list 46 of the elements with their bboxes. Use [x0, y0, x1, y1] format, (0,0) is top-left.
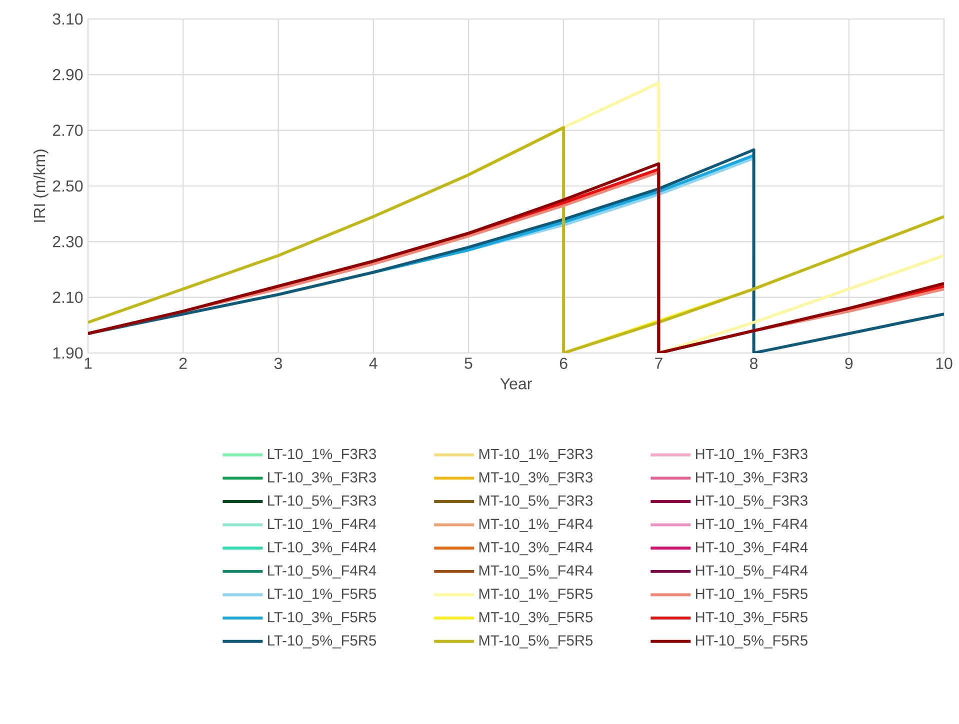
legend-label: LT-10_3%_F4R4 — [268, 542, 376, 556]
legend-label: MT-10_1%_F5R5 — [479, 588, 593, 602]
legend-label: LT-10_3%_F3R3 — [268, 472, 376, 486]
legend-label: HT-10_1%_F3R3 — [696, 448, 808, 462]
x-tick-label: 4 — [369, 358, 378, 369]
x-tick-label: 5 — [464, 358, 472, 369]
legend-label: MT-10_5%_F5R5 — [479, 635, 593, 648]
y-tick-label: 3.10 — [52, 13, 83, 25]
legend-label: MT-10_1%_F3R3 — [479, 448, 593, 462]
x-tick-label: 3 — [274, 358, 282, 370]
x-tick-label: 6 — [560, 358, 568, 370]
legend-label: HT-10_1%_F4R4 — [696, 518, 808, 532]
x-tick-label: 8 — [750, 358, 758, 370]
x-tick-label: 1 — [84, 358, 92, 369]
y-tick-label: 2.70 — [52, 124, 83, 136]
x-tick-label: 2 — [179, 358, 187, 369]
legend-label: HT-10_3%_F3R3 — [696, 472, 808, 486]
legend-label: MT-10_1%_F4R4 — [479, 518, 593, 532]
legend-label: MT-10_3%_F5R5 — [479, 612, 593, 626]
x-tick-label: 7 — [655, 358, 662, 369]
x-tick-label: 9 — [845, 358, 853, 370]
legend-label: LT-10_3%_F5R5 — [268, 612, 376, 626]
y-tick-label: 2.30 — [52, 236, 83, 248]
x-tick-label: 10 — [936, 358, 952, 370]
legend-label: LT-10_5%_F4R4 — [268, 565, 376, 578]
legend-label: MT-10_3%_F4R4 — [479, 542, 593, 556]
legend-label: HT-10_1%_F5R5 — [696, 588, 808, 602]
legend-label: HT-10_5%_F5R5 — [696, 635, 808, 648]
legend-label: LT-10_1%_F3R3 — [268, 448, 376, 462]
legend-label: LT-10_1%_F4R4 — [268, 518, 376, 532]
legend-label: HT-10_5%_F4R4 — [696, 565, 808, 578]
legend-label: LT-10_5%_F5R5 — [268, 635, 376, 648]
legend-label: MT-10_5%_F3R3 — [479, 495, 593, 509]
y-axis-title: IRI (m/km) — [33, 150, 48, 222]
y-tick-label: 2.90 — [52, 69, 83, 80]
legend-label: LT-10_5%_F3R3 — [268, 495, 376, 509]
legend-label: MT-10_5%_F4R4 — [479, 565, 593, 578]
y-tick-label: 1.90 — [53, 347, 83, 359]
y-tick-label: 2.10 — [52, 292, 83, 303]
legend-label: HT-10_3%_F5R5 — [696, 612, 808, 626]
legend-label: HT-10_3%_F4R4 — [696, 542, 808, 556]
y-tick-label: 2.50 — [52, 180, 83, 192]
legend-label: MT-10_3%_F3R3 — [479, 472, 593, 486]
legend-label: LT-10_1%_F5R5 — [268, 588, 376, 602]
x-axis-title: Year — [500, 378, 532, 390]
legend-label: HT-10_5%_F3R3 — [696, 495, 808, 509]
